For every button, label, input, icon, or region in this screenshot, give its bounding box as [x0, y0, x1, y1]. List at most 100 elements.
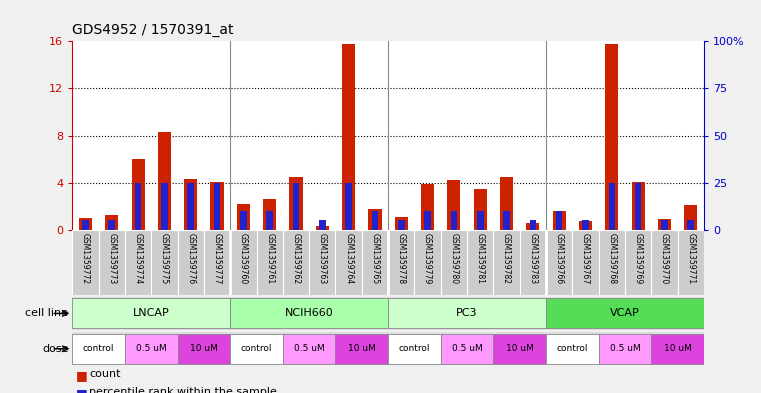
Bar: [661, 220, 667, 230]
Bar: [582, 220, 589, 230]
Bar: [500, 177, 513, 230]
Bar: [635, 183, 642, 230]
Bar: [447, 180, 460, 230]
Bar: [336, 334, 388, 364]
Bar: [283, 230, 309, 295]
Bar: [530, 220, 537, 230]
Bar: [451, 211, 457, 230]
Bar: [684, 205, 697, 230]
Bar: [473, 189, 487, 230]
Bar: [309, 230, 336, 295]
Text: GSM1359775: GSM1359775: [160, 233, 169, 285]
Text: 10 uM: 10 uM: [348, 344, 376, 353]
Bar: [105, 215, 119, 230]
Bar: [599, 230, 625, 295]
Text: ■: ■: [76, 369, 88, 382]
Bar: [388, 334, 441, 364]
Text: LNCAP: LNCAP: [133, 309, 170, 318]
Text: GSM1359781: GSM1359781: [476, 233, 485, 284]
Text: VCAP: VCAP: [610, 309, 640, 318]
Bar: [319, 220, 326, 230]
Bar: [214, 183, 221, 230]
Text: 10 uM: 10 uM: [190, 344, 218, 353]
Text: GSM1359768: GSM1359768: [607, 233, 616, 284]
Bar: [651, 230, 677, 295]
Bar: [177, 230, 204, 295]
Bar: [658, 219, 671, 230]
Text: GSM1359761: GSM1359761: [265, 233, 274, 284]
Text: GSM1359760: GSM1359760: [239, 233, 248, 285]
Text: GSM1359771: GSM1359771: [686, 233, 696, 284]
Bar: [572, 230, 599, 295]
Bar: [72, 334, 125, 364]
Text: GDS4952 / 1570391_at: GDS4952 / 1570391_at: [72, 23, 234, 37]
Bar: [605, 44, 619, 230]
Bar: [552, 211, 565, 230]
Bar: [316, 226, 329, 230]
Bar: [625, 230, 651, 295]
Text: 0.5 uM: 0.5 uM: [136, 344, 167, 353]
Bar: [441, 230, 467, 295]
Bar: [263, 199, 276, 230]
Bar: [187, 183, 194, 230]
Text: GSM1359764: GSM1359764: [344, 233, 353, 285]
Bar: [132, 159, 145, 230]
Text: control: control: [556, 344, 588, 353]
Text: GSM1359778: GSM1359778: [396, 233, 406, 284]
Bar: [161, 183, 167, 230]
Text: GSM1359767: GSM1359767: [581, 233, 590, 285]
Bar: [256, 230, 283, 295]
Bar: [151, 230, 177, 295]
Bar: [441, 334, 493, 364]
Bar: [125, 230, 151, 295]
Bar: [388, 298, 546, 329]
Text: control: control: [240, 344, 272, 353]
Bar: [579, 221, 592, 230]
Text: GSM1359769: GSM1359769: [634, 233, 642, 285]
Bar: [231, 334, 283, 364]
Text: GSM1359783: GSM1359783: [528, 233, 537, 284]
Bar: [467, 230, 493, 295]
Bar: [158, 132, 171, 230]
Bar: [546, 334, 599, 364]
Text: GSM1359772: GSM1359772: [81, 233, 90, 284]
Bar: [425, 211, 431, 230]
Bar: [520, 230, 546, 295]
Bar: [687, 220, 694, 230]
Bar: [283, 334, 336, 364]
Bar: [599, 334, 651, 364]
Text: PC3: PC3: [457, 309, 478, 318]
Bar: [651, 334, 704, 364]
Text: GSM1359763: GSM1359763: [318, 233, 326, 285]
Text: GSM1359770: GSM1359770: [660, 233, 669, 285]
Bar: [177, 334, 230, 364]
Bar: [556, 211, 562, 230]
Text: GSM1359762: GSM1359762: [291, 233, 301, 284]
Text: GSM1359782: GSM1359782: [502, 233, 511, 284]
Text: GSM1359773: GSM1359773: [107, 233, 116, 285]
Bar: [211, 182, 224, 230]
Bar: [493, 334, 546, 364]
Bar: [546, 298, 704, 329]
Bar: [677, 230, 704, 295]
Bar: [135, 183, 142, 230]
Bar: [125, 334, 177, 364]
Text: GSM1359777: GSM1359777: [212, 233, 221, 285]
Bar: [415, 230, 441, 295]
Bar: [398, 220, 405, 230]
Text: count: count: [89, 369, 120, 379]
Text: GSM1359766: GSM1359766: [555, 233, 564, 285]
Text: GSM1359780: GSM1359780: [450, 233, 458, 284]
Text: 0.5 uM: 0.5 uM: [294, 344, 324, 353]
Bar: [421, 184, 435, 230]
Bar: [82, 220, 89, 230]
Bar: [289, 177, 303, 230]
Bar: [342, 44, 355, 230]
Bar: [204, 230, 231, 295]
Bar: [266, 211, 273, 230]
Bar: [231, 230, 256, 295]
Bar: [79, 218, 92, 230]
Text: 10 uM: 10 uM: [506, 344, 533, 353]
Bar: [237, 204, 250, 230]
Text: dose: dose: [42, 344, 68, 354]
